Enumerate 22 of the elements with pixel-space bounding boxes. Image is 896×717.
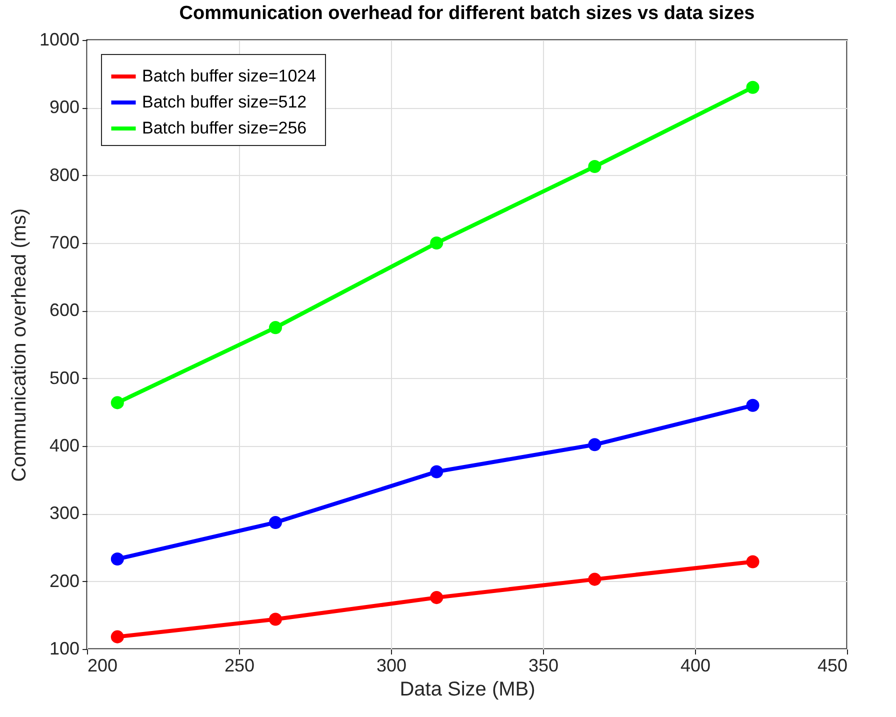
y-tick-label: 900 <box>49 97 80 118</box>
y-tick-label: 400 <box>49 436 80 456</box>
x-tick-label: 300 <box>376 656 407 676</box>
y-tick-label: 100 <box>49 638 80 658</box>
y-axis-title: Communication overhead (ms) <box>8 208 30 482</box>
x-tick-label: 350 <box>528 656 559 676</box>
y-tick-label: 1000 <box>39 30 80 50</box>
y-tick-label: 500 <box>49 368 80 388</box>
y-tick-label: 800 <box>49 164 80 185</box>
y-tick-label: 600 <box>49 300 80 320</box>
legend-label: Batch buffer size=512 <box>142 92 307 112</box>
legend-label: Batch buffer size=1024 <box>142 66 316 86</box>
x-tick-label: 200 <box>88 656 118 676</box>
x-axis-title: Data Size (MB) <box>400 678 536 700</box>
y-tick-label: 300 <box>49 503 80 524</box>
x-tick-label: 400 <box>680 656 711 676</box>
legend-label: Batch buffer size=256 <box>142 118 307 138</box>
y-tick-label: 200 <box>49 570 80 591</box>
chart-title: Communication overhead for different batch sizes vs data sizes <box>179 3 755 24</box>
x-tick-label: 250 <box>224 656 255 676</box>
x-tick-label: 450 <box>817 656 848 676</box>
y-tick-label: 700 <box>49 232 80 252</box>
